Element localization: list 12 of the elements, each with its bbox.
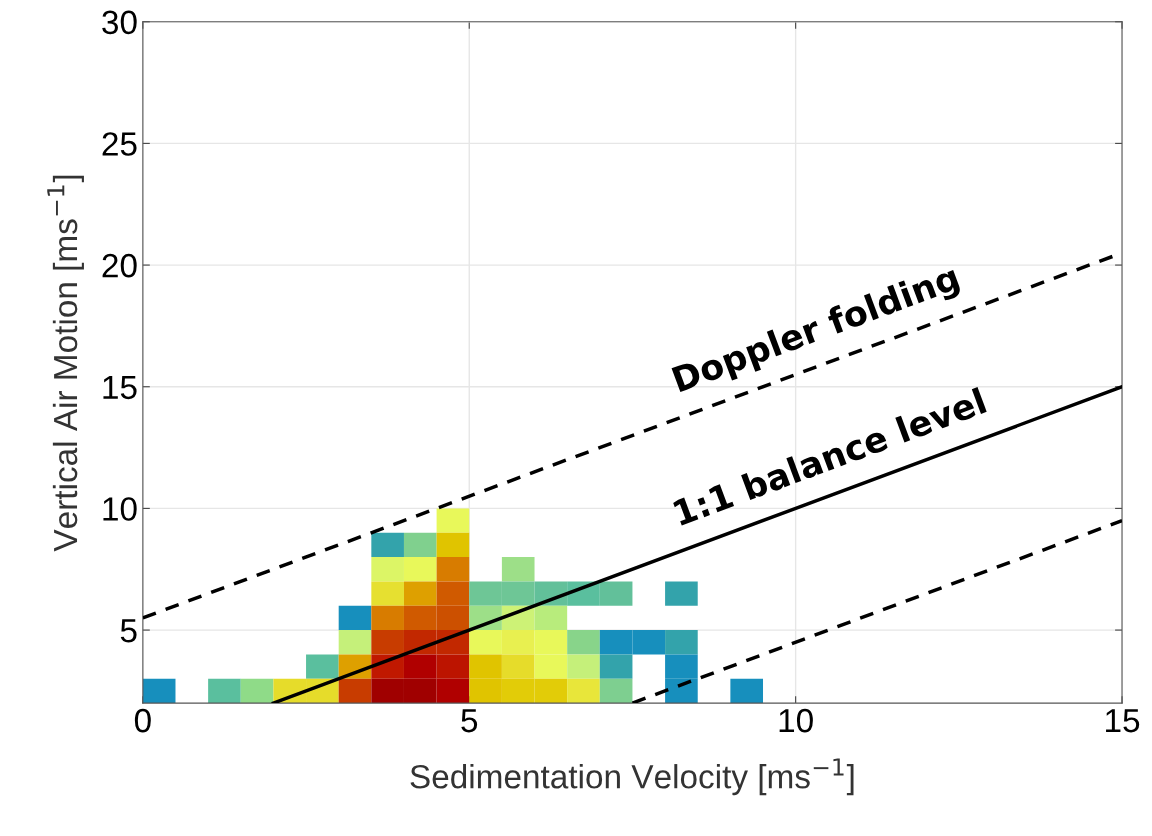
x-tick-label: 10	[779, 708, 813, 733]
y-tick-label: 15	[103, 375, 137, 400]
x-tick-label: 15	[1106, 709, 1140, 733]
y-tick-label: 10	[103, 497, 137, 521]
y-tick-label: 20	[102, 253, 137, 278]
y-tick-label: 5	[120, 619, 137, 643]
x-tick-label: 0	[134, 708, 151, 733]
x-axis-title: Sedimentation Velocity [ms$^{−1}$]	[410, 758, 854, 796]
y-tick-label: 30	[102, 10, 137, 35]
x-tick-label: 5	[461, 709, 478, 733]
y-axis-title: Vertical Air Motion [ms$^{−1}$]	[47, 175, 84, 552]
y-tick-label: 25	[102, 132, 137, 156]
